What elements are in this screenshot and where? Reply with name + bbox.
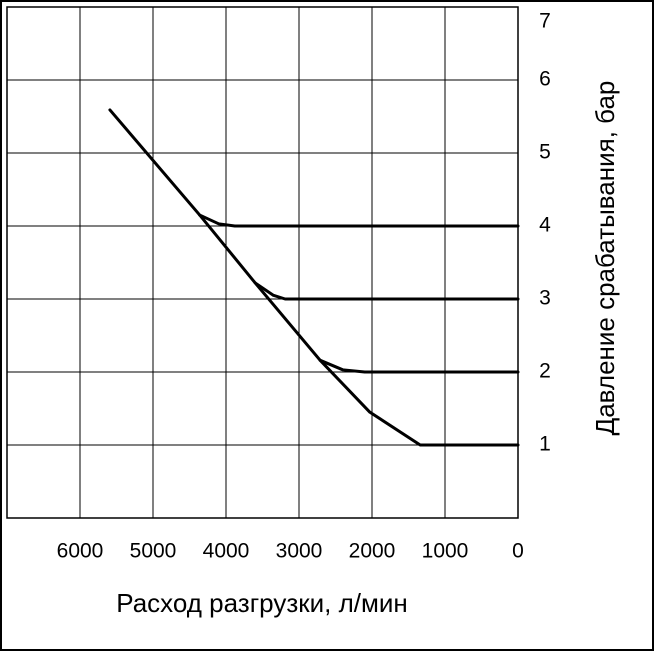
x-tick-label: 0	[512, 540, 524, 563]
y-tick-label: 7	[539, 10, 551, 33]
x-tick-label: 4000	[203, 540, 250, 563]
curve	[318, 358, 520, 374]
y-tick-label: 3	[539, 287, 551, 310]
y-tick-label: 5	[539, 141, 551, 164]
y-tick-label: 2	[539, 360, 551, 383]
x-tick-label: 1000	[422, 540, 469, 563]
y-tick-label: 4	[539, 214, 551, 237]
plot-frame	[6, 6, 519, 519]
x-tick-label: 3000	[276, 540, 323, 563]
x-tick-label: 2000	[349, 540, 396, 563]
x-tick-label: 6000	[57, 540, 104, 563]
curve	[253, 281, 520, 301]
y-axis-title: Давление срабатывания, бар	[590, 81, 620, 436]
y-tick-label: 6	[539, 68, 551, 91]
x-axis-title: Расход разгрузки, л/мин	[116, 588, 408, 618]
grid	[7, 6, 519, 518]
y-tick-label: 1	[539, 433, 551, 456]
curve	[198, 213, 520, 228]
curve	[108, 108, 520, 447]
x-tick-label: 5000	[130, 540, 177, 563]
